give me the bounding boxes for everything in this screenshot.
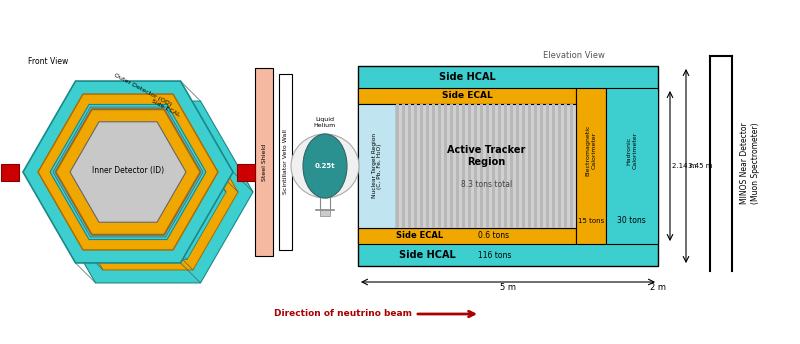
Bar [255,68,273,256]
Bar [558,104,561,228]
Text: Side HCAL: Side HCAL [399,250,456,260]
Polygon shape [90,142,206,242]
Text: Nuclear Target Region
(C, Pb, Fe, H₂O): Nuclear Target Region (C, Pb, Fe, H₂O) [372,133,382,198]
Text: Side ECAL: Side ECAL [442,92,493,100]
Bar [279,74,292,250]
Polygon shape [70,125,226,260]
Bar [576,88,606,244]
Text: 5 m: 5 m [500,283,516,292]
Bar [237,164,255,181]
Bar [606,88,658,244]
Bar [546,104,549,228]
Bar [420,104,423,228]
Polygon shape [38,94,218,250]
Bar [358,66,658,266]
Bar [480,104,483,228]
Bar [450,104,453,228]
Text: 30 tons: 30 tons [618,216,646,225]
Bar [320,210,330,216]
Text: Direction of neutrino beam: Direction of neutrino beam [274,310,412,319]
Polygon shape [56,110,200,234]
Bar [528,104,531,228]
Text: Side ECAL: Side ECAL [395,232,442,240]
Text: 0.6 tons: 0.6 tons [478,232,509,240]
Polygon shape [57,110,199,234]
Polygon shape [58,114,238,270]
Polygon shape [43,101,253,283]
Text: Hadronic
Calorimeter: Hadronic Calorimeter [626,132,637,169]
Bar [396,104,399,228]
Ellipse shape [291,134,359,198]
Bar [540,104,543,228]
Bar [444,104,447,228]
Bar [504,104,507,228]
Polygon shape [50,105,206,239]
Polygon shape [55,109,201,235]
Bar [432,104,435,228]
Text: 8.3 tons total: 8.3 tons total [461,180,512,189]
Bar [456,104,459,228]
Polygon shape [76,130,220,254]
Text: Liquid
Helium: Liquid Helium [314,117,336,128]
Bar [564,104,567,228]
Text: Side ECAL: Side ECAL [151,98,181,118]
Bar [402,104,405,228]
Ellipse shape [303,134,347,198]
Polygon shape [70,122,186,222]
Bar [522,104,525,228]
Bar [492,104,495,228]
Text: Scintillator Veto Wall: Scintillator Veto Wall [283,130,288,194]
Text: Active Tracker
Region: Active Tracker Region [447,145,526,167]
Bar [510,104,513,228]
Bar [498,104,501,228]
Text: Steel Shield: Steel Shield [262,143,266,181]
Text: 2.14 m: 2.14 m [672,163,697,169]
Bar [396,104,576,228]
Bar [358,228,576,244]
Text: Electromagnetic
Calorimeter: Electromagnetic Calorimeter [586,125,596,176]
Text: 3.45 m: 3.45 m [688,163,713,169]
Bar [570,104,573,228]
Text: MINOS Near Detector
(Muon Spectrometer): MINOS Near Detector (Muon Spectrometer) [740,122,760,204]
Text: Outer Detector (OD): Outer Detector (OD) [114,73,173,107]
Polygon shape [59,112,197,232]
Bar [408,104,411,228]
Bar [438,104,441,228]
Text: 116 tons: 116 tons [478,250,511,259]
Bar [426,104,429,228]
Bar [414,104,417,228]
Bar [486,104,489,228]
Text: 15 tons: 15 tons [578,218,604,224]
Bar [534,104,537,228]
Bar [462,104,465,228]
Text: Inner Detector (ID): Inner Detector (ID) [92,165,164,174]
Text: Front View: Front View [28,57,68,66]
Polygon shape [23,81,233,263]
Text: 2 m: 2 m [650,283,666,292]
Text: 0.25t: 0.25t [314,163,335,169]
Bar [516,104,519,228]
Bar [468,104,471,228]
Bar [474,104,477,228]
Bar [358,88,576,104]
Polygon shape [53,107,203,237]
Text: Side HCAL: Side HCAL [438,72,495,82]
Text: Elevation View: Elevation View [543,51,605,60]
Bar [358,104,396,228]
Bar [552,104,555,228]
Bar [1,164,19,181]
